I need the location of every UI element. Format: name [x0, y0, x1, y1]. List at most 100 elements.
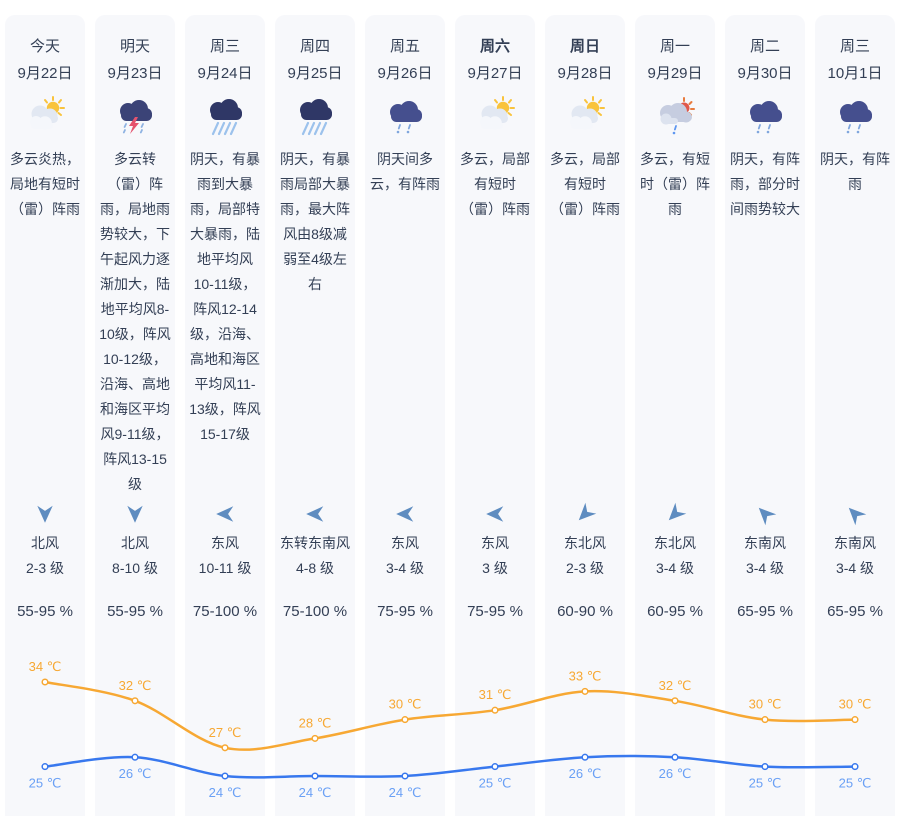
wind-block: 北风 8-10 级 [112, 495, 158, 581]
wind-level-label: 8-10 级 [112, 560, 158, 576]
humidity-range: 75-100 % [282, 603, 348, 620]
wind-level-label: 3 级 [482, 560, 508, 576]
weather-icon-slot [833, 87, 877, 145]
weather-description: 阴天，有暴雨到大暴雨，局部特大暴雨，陆地平均风10-11级，阵风12-14级，沿… [189, 151, 261, 442]
humidity-range: 55-95 % [17, 603, 73, 620]
day-date: 9月27日 [467, 65, 523, 82]
rain-icon [750, 101, 782, 134]
wind-level-label: 3-4 级 [655, 560, 695, 576]
weather-description: 阴天，有阵雨，部分时间雨势较大 [730, 151, 800, 217]
day-column-2[interactable]: 明天 9月23日 多云转（雷）阵雨，局地雨势较大，下午起风力逐渐加大，陆地平均风… [95, 15, 175, 816]
partly-cloudy-icon [480, 96, 515, 130]
humidity-range: 75-95 % [467, 603, 523, 620]
wind-direction-label: 东南风 [834, 535, 876, 551]
wind-direction-label: 东风 [391, 535, 419, 551]
day-date: 9月26日 [377, 65, 433, 82]
day-header: 今天 9月22日 [17, 15, 72, 87]
wind-block: 东南风 3-4 级 [744, 495, 786, 581]
wind-direction-icon [484, 503, 506, 525]
weather-icon-slot [113, 87, 157, 145]
wind-direction-label: 东风 [210, 535, 239, 551]
rain-icon [390, 101, 422, 134]
day-label: 周三 [209, 38, 240, 55]
rain-icon [840, 101, 872, 134]
day-header: 周六 9月27日 [467, 15, 522, 87]
day-label: 周四 [299, 38, 330, 55]
weather-description: 阴天，有暴雨局部大暴雨，最大阵风由8级减弱至4级左右 [280, 151, 350, 292]
day-header: 周日 9月28日 [557, 15, 612, 87]
wind-level-label: 10-11 级 [198, 560, 252, 576]
day-header: 周二 9月30日 [737, 15, 792, 87]
heavy-rain-icon [300, 99, 332, 136]
day-column-3[interactable]: 周三 9月24日 阴天，有暴雨到大暴雨，局部特大暴雨，陆地平均风10-11级，阵… [185, 15, 265, 816]
humidity-range: 60-95 % [647, 603, 703, 620]
day-label: 周三 [839, 38, 870, 55]
wind-block: 东南风 3-4 级 [834, 495, 876, 581]
day-label: 周一 [659, 38, 690, 55]
day-header: 周三 10月1日 [827, 15, 882, 87]
weather-description: 阴天间多云，有阵雨 [370, 151, 440, 192]
humidity-range: 75-95 % [377, 603, 433, 620]
day-header: 周五 9月26日 [377, 15, 432, 87]
day-label: 周五 [389, 38, 420, 55]
weather-icon-slot [203, 87, 247, 145]
day-date: 9月25日 [287, 65, 343, 82]
sun-shower-icon [660, 97, 695, 135]
thunder-shower-icon [120, 100, 152, 134]
wind-block: 北风 2-3 级 [26, 495, 64, 581]
weather-icon-slot [473, 87, 517, 145]
day-column-6[interactable]: 周六 9月27日 多云，局部有短时（雷）阵雨 东风 3 级 75-95 % [455, 15, 535, 816]
wind-direction-icon [394, 503, 416, 525]
weather-icon-slot [383, 87, 427, 145]
day-column-9[interactable]: 周二 9月30日 阴天，有阵雨，部分时间雨势较大 东南风 3-4 级 65-95… [725, 15, 805, 816]
day-label: 周二 [749, 38, 780, 55]
day-column-5[interactable]: 周五 9月26日 阴天间多云，有阵雨 东风 3-4 级 75-95 % [365, 15, 445, 816]
day-column-4[interactable]: 周四 9月25日 阴天，有暴雨局部大暴雨，最大阵风由8级减弱至4级左右 东转东南… [275, 15, 355, 816]
day-label: 周六 [479, 38, 510, 55]
humidity-range: 60-90 % [557, 603, 613, 620]
humidity-range: 65-95 % [827, 603, 883, 620]
weather-description: 多云，有短时（雷）阵雨 [640, 151, 710, 217]
day-date: 9月23日 [107, 65, 163, 82]
weather-description: 多云，局部有短时（雷）阵雨 [550, 151, 620, 217]
day-date: 9月28日 [557, 65, 613, 82]
weather-description: 多云，局部有短时（雷）阵雨 [460, 151, 530, 217]
humidity-range: 55-95 % [107, 603, 163, 620]
wind-level-label: 3-4 级 [385, 560, 425, 576]
day-date: 9月22日 [17, 65, 73, 82]
day-date: 9月29日 [647, 65, 703, 82]
wind-block: 东北风 2-3 级 [564, 495, 606, 581]
weather-icon-slot [563, 87, 607, 145]
day-header: 周四 9月25日 [287, 15, 342, 87]
wind-block: 东风 3 级 [481, 495, 509, 581]
wind-direction-label: 东转东南风 [280, 535, 350, 551]
day-header: 周三 9月24日 [197, 15, 252, 87]
weather-description: 多云炎热，局地有短时（雷）阵雨 [10, 151, 80, 217]
humidity-range: 65-95 % [737, 603, 793, 620]
day-column-8[interactable]: 周一 9月29日 多云，有短时（雷）阵雨 东北风 3-4 级 60-95 % [635, 15, 715, 816]
wind-direction-label: 东南风 [744, 535, 786, 551]
wind-level-label: 3-4 级 [745, 560, 785, 576]
day-column-10[interactable]: 周三 10月1日 阴天，有阵雨 东南风 3-4 级 65-95 % [815, 15, 895, 816]
day-label: 今天 [29, 38, 60, 55]
day-date: 10月1日 [827, 65, 883, 82]
heavy-rain-icon [210, 99, 242, 136]
day-date: 9月30日 [737, 65, 793, 82]
wind-direction-icon [34, 503, 56, 525]
wind-direction-label: 东北风 [564, 535, 606, 551]
wind-level-label: 3-4 级 [835, 560, 875, 576]
weather-icon-slot [743, 87, 787, 145]
weather-icon-slot [23, 87, 67, 145]
wind-block: 东北风 3-4 级 [654, 495, 696, 581]
wind-direction-icon [664, 502, 687, 525]
day-label: 周日 [569, 38, 600, 55]
day-column-7[interactable]: 周日 9月28日 多云，局部有短时（雷）阵雨 东北风 2-3 级 60-90 % [545, 15, 625, 816]
weather-icon-slot [293, 87, 337, 145]
day-column-1[interactable]: 今天 9月22日 多云炎热，局地有短时（雷）阵雨 北风 2-3 级 55-95 … [5, 15, 85, 816]
day-header: 明天 9月23日 [107, 15, 162, 87]
humidity-range: 75-100 % [192, 603, 258, 620]
partly-cloudy-icon [570, 96, 605, 130]
wind-block: 东风 3-4 级 [386, 495, 424, 581]
wind-level-label: 4-8 级 [295, 560, 335, 576]
wind-direction-label: 东风 [481, 535, 509, 551]
